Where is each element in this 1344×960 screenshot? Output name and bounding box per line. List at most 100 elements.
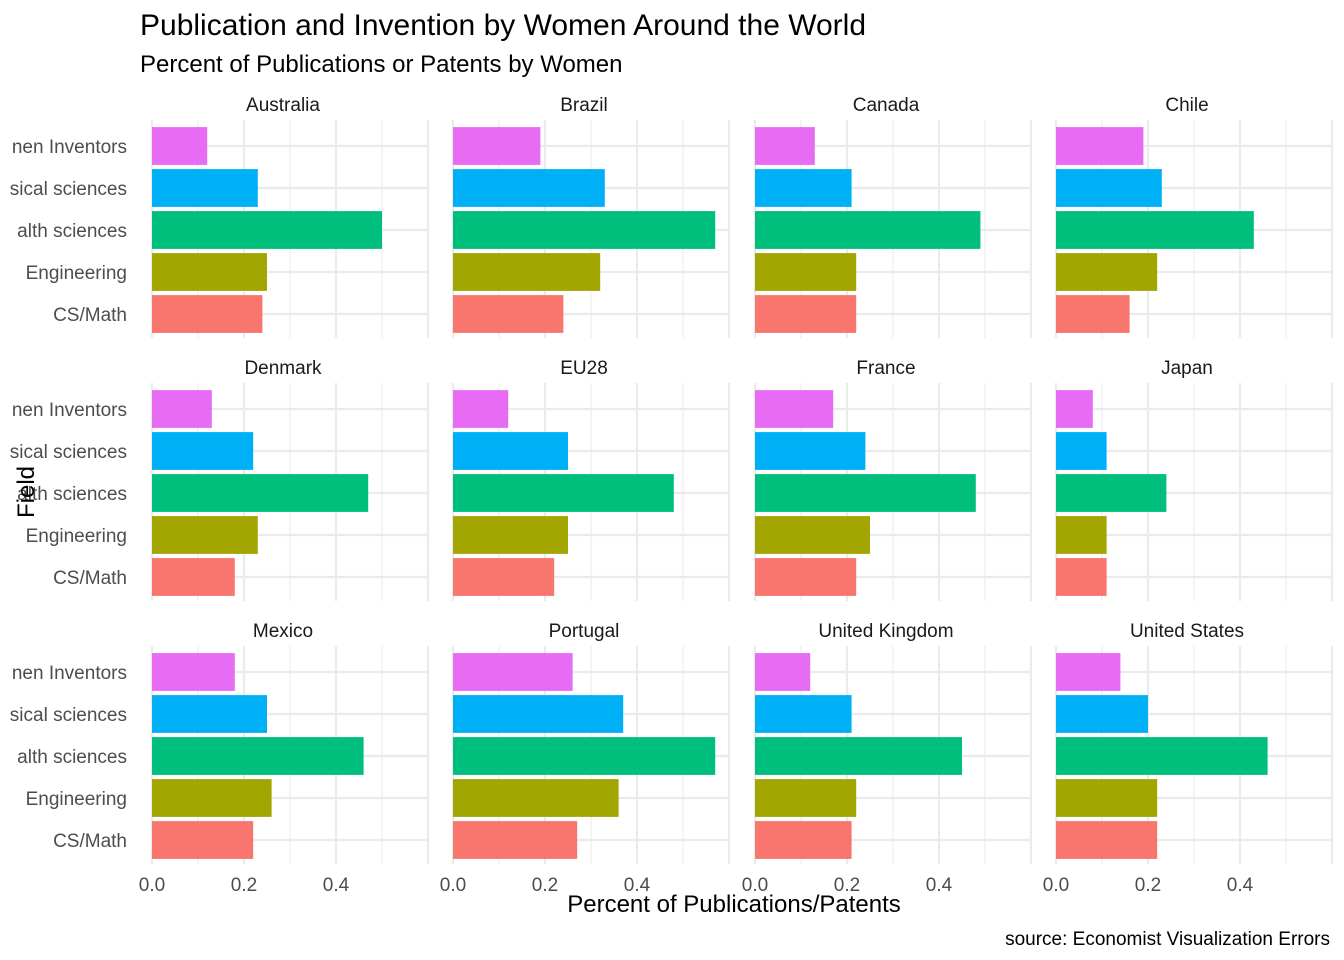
y-tick-label: Engineering bbox=[26, 263, 127, 284]
bar-france-physical-sciences bbox=[755, 432, 866, 470]
x-tick-label: 0.0 bbox=[742, 875, 768, 896]
panel-eu28: EU28 bbox=[451, 358, 731, 601]
x-tick-label: 0.4 bbox=[624, 875, 651, 896]
facet-label-denmark: Denmark bbox=[244, 358, 322, 379]
bar-chile-women-inventors bbox=[1056, 127, 1144, 165]
x-tick-label: 0.2 bbox=[231, 875, 257, 896]
bar-portugal-engineering bbox=[453, 779, 619, 817]
facet-label-japan: Japan bbox=[1161, 358, 1213, 379]
bar-brazil-engineering bbox=[453, 253, 601, 291]
facet-label-france: France bbox=[856, 358, 915, 379]
bar-france-women-inventors bbox=[755, 390, 834, 428]
bar-canada-women-inventors bbox=[755, 127, 815, 165]
bar-denmark-health-sciences bbox=[152, 474, 369, 512]
bar-mexico-engineering bbox=[152, 779, 272, 817]
facet-label-portugal: Portugal bbox=[549, 621, 620, 642]
panel-united-kingdom: United Kingdom 0.0 0.2 0.4 bbox=[742, 621, 1033, 896]
y-tick-label: CS/Math bbox=[53, 568, 127, 589]
x-tick-label: 0.4 bbox=[323, 875, 350, 896]
bar-france-cs-math bbox=[755, 558, 857, 596]
bar-japan-engineering bbox=[1056, 516, 1107, 554]
x-tick-label: 0.2 bbox=[834, 875, 860, 896]
bar-eu28-engineering bbox=[453, 516, 568, 554]
y-tick-label: CS/Math bbox=[53, 831, 127, 852]
bar-australia-women-inventors bbox=[152, 127, 208, 165]
panel-denmark: Denmark CS/Math Engineering alth sciences si… bbox=[10, 358, 430, 601]
panel-canada: Canada bbox=[753, 95, 1033, 338]
bar-eu28-physical-sciences bbox=[453, 432, 568, 470]
bar-denmark-physical-sciences bbox=[152, 432, 254, 470]
panel-mexico: Mexico CS/Math Engineering alth sciences sic… bbox=[10, 621, 430, 896]
bar-france-health-sciences bbox=[755, 474, 976, 512]
bar-japan-women-inventors bbox=[1056, 390, 1093, 428]
x-axis-label: Percent of Publications/Patents bbox=[567, 891, 901, 918]
facet-label-eu28: EU28 bbox=[560, 358, 608, 379]
panel-japan: Japan bbox=[1054, 358, 1334, 601]
bar-united-states-health-sciences bbox=[1056, 737, 1268, 775]
bar-australia-engineering bbox=[152, 253, 267, 291]
bar-chile-physical-sciences bbox=[1056, 169, 1162, 207]
bar-brazil-physical-sciences bbox=[453, 169, 605, 207]
facet-label-chile: Chile bbox=[1165, 95, 1208, 116]
bar-eu28-women-inventors bbox=[453, 390, 509, 428]
y-tick-label: nen Inventors bbox=[12, 400, 127, 421]
x-tick-label: 0.4 bbox=[926, 875, 953, 896]
bar-brazil-women-inventors bbox=[453, 127, 541, 165]
y-tick-label: nen Inventors bbox=[12, 663, 127, 684]
bar-canada-health-sciences bbox=[755, 211, 981, 249]
x-tick-label: 0.0 bbox=[139, 875, 165, 896]
bar-chile-engineering bbox=[1056, 253, 1158, 291]
bar-united-kingdom-engineering bbox=[755, 779, 857, 817]
bar-mexico-physical-sciences bbox=[152, 695, 267, 733]
bar-japan-cs-math bbox=[1056, 558, 1107, 596]
facet-label-australia: Australia bbox=[246, 95, 320, 116]
panel-brazil: Brazil bbox=[451, 95, 731, 338]
facet-label-canada: Canada bbox=[853, 95, 920, 116]
bar-chile-cs-math bbox=[1056, 295, 1130, 333]
x-tick-label: 0.0 bbox=[440, 875, 466, 896]
bar-chile-health-sciences bbox=[1056, 211, 1254, 249]
y-tick-label: nen Inventors bbox=[12, 137, 127, 158]
bar-japan-physical-sciences bbox=[1056, 432, 1107, 470]
bar-eu28-health-sciences bbox=[453, 474, 674, 512]
bar-mexico-women-inventors bbox=[152, 653, 235, 691]
bar-portugal-health-sciences bbox=[453, 737, 716, 775]
chart-caption: source: Economist Visualization Errors bbox=[1005, 929, 1330, 950]
panel-united-states: United States 0.0 0.2 0.4 bbox=[1043, 621, 1334, 896]
panel-australia: Australia CS/Math Engineering alth sciences… bbox=[10, 95, 430, 338]
bar-denmark-women-inventors bbox=[152, 390, 212, 428]
panel-france: France bbox=[753, 358, 1033, 601]
bar-united-kingdom-women-inventors bbox=[755, 653, 811, 691]
bar-mexico-health-sciences bbox=[152, 737, 364, 775]
bar-australia-physical-sciences bbox=[152, 169, 258, 207]
x-tick-label: 0.0 bbox=[1043, 875, 1069, 896]
bar-australia-cs-math bbox=[152, 295, 263, 333]
panel-chile: Chile bbox=[1054, 95, 1334, 338]
bar-canada-cs-math bbox=[755, 295, 857, 333]
x-tick-label: 0.2 bbox=[532, 875, 558, 896]
y-tick-label: Engineering bbox=[26, 526, 127, 547]
facet-panels: Australia CS/Math Engineering alth sciences… bbox=[10, 95, 1334, 896]
chart-title: Publication and Invention by Women Aroun… bbox=[140, 9, 866, 42]
bar-united-kingdom-cs-math bbox=[755, 821, 852, 859]
bar-united-states-engineering bbox=[1056, 779, 1158, 817]
chart-subtitle: Percent of Publications or Patents by Wo… bbox=[140, 51, 622, 78]
bar-eu28-cs-math bbox=[453, 558, 555, 596]
bar-canada-engineering bbox=[755, 253, 857, 291]
y-tick-label: alth sciences bbox=[17, 221, 127, 242]
facet-label-united-kingdom: United Kingdom bbox=[818, 621, 953, 642]
panel-portugal: Portugal 0.0 0.2 0.4 bbox=[440, 621, 731, 896]
bar-canada-physical-sciences bbox=[755, 169, 852, 207]
bar-united-kingdom-health-sciences bbox=[755, 737, 962, 775]
facet-label-brazil: Brazil bbox=[560, 95, 608, 116]
bar-united-states-cs-math bbox=[1056, 821, 1158, 859]
bar-united-states-physical-sciences bbox=[1056, 695, 1148, 733]
bar-denmark-cs-math bbox=[152, 558, 235, 596]
bar-brazil-health-sciences bbox=[453, 211, 716, 249]
facet-label-united-states: United States bbox=[1130, 621, 1244, 642]
y-tick-label: alth sciences bbox=[17, 747, 127, 768]
bar-brazil-cs-math bbox=[453, 295, 564, 333]
y-tick-label: sical sciences bbox=[10, 705, 127, 726]
y-axis-label: Field bbox=[13, 466, 40, 518]
